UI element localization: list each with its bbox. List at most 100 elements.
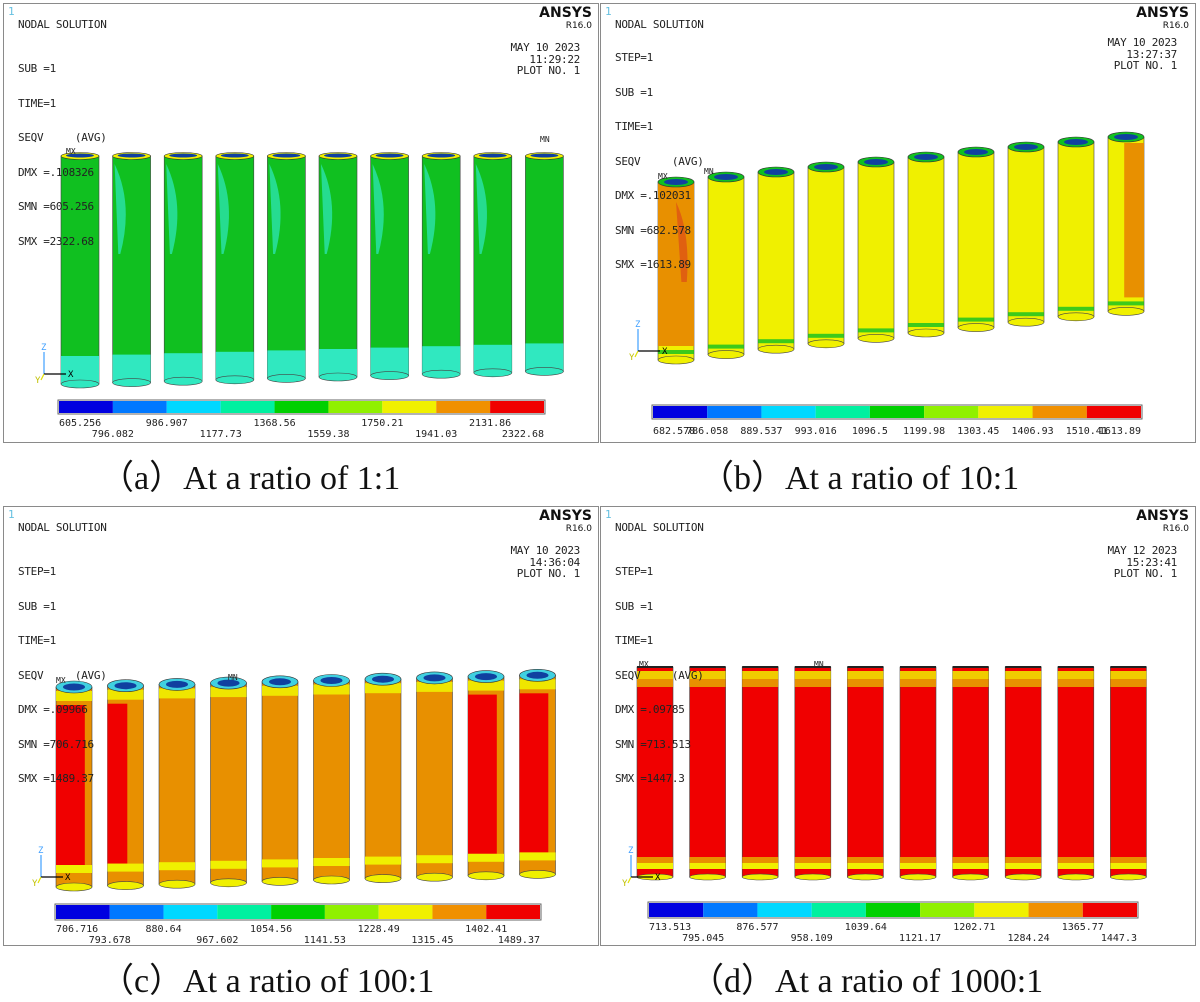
max-marker: MX — [66, 147, 76, 156]
cylinder-body — [741, 666, 779, 878]
info-line: SMN =713.513 — [615, 737, 691, 751]
legend-label: 1368.56 — [253, 418, 295, 429]
low-stress-band — [61, 356, 99, 384]
cylinder-base — [215, 375, 255, 385]
cylinder-bore — [272, 153, 301, 158]
window-number: 1 — [605, 508, 612, 521]
high-stress-zone — [107, 703, 128, 864]
legend-label: 1199.98 — [903, 426, 945, 437]
legend-label: 1315.45 — [411, 935, 453, 946]
cylinder-base — [1110, 873, 1147, 881]
cylinder-8 — [421, 152, 461, 379]
info-line: STEP=1 — [615, 51, 653, 64]
cylinder-base — [158, 879, 196, 889]
legend-swatch — [432, 905, 487, 919]
bottom-stress-band — [900, 857, 936, 863]
info-line: SEQV (AVG) — [615, 154, 704, 168]
legend-label: 1613.89 — [1099, 426, 1141, 437]
cylinder-base — [163, 376, 203, 386]
cylinder-base — [847, 873, 884, 881]
legend-label: 986.907 — [146, 418, 188, 429]
top-stress-band — [313, 684, 350, 695]
top-stress-band — [689, 671, 726, 679]
cylinder-bore — [1114, 134, 1138, 140]
legend-label: 2131.86 — [469, 418, 511, 429]
bottom-stress-band — [952, 857, 989, 863]
top-stress-band — [365, 683, 401, 694]
stress-band — [808, 333, 844, 338]
axis-y-label: Y — [35, 376, 41, 386]
cylinder-bore — [220, 153, 249, 158]
cylinder-9 — [473, 152, 513, 378]
legend-swatch — [815, 406, 870, 418]
cylinder-body — [907, 156, 945, 334]
legend-label: 786.058 — [686, 426, 728, 437]
stress-band — [658, 350, 694, 354]
cylinder-10 — [1110, 666, 1147, 881]
top-stress-band-2 — [952, 679, 989, 687]
legend-label: 1402.41 — [465, 924, 507, 935]
top-stress-band — [416, 681, 453, 692]
brand-version: R16.0 — [1162, 524, 1189, 534]
cylinder-body — [1004, 666, 1042, 878]
panel-d: MX MN Z X Y 713.513 795.045 876.577 958.109 1039.… — [600, 506, 1196, 946]
bottom-stress-band — [56, 865, 92, 873]
legend-swatch — [865, 903, 921, 917]
plot-number: PLOT NO. 1 — [516, 567, 581, 580]
cylinder-body — [261, 681, 299, 882]
top-stress-band — [742, 671, 779, 679]
info-line: DMX =.108326 — [18, 165, 94, 179]
max-marker: MX — [56, 676, 66, 685]
legend-swatch — [378, 905, 433, 919]
cylinder-6 — [907, 151, 945, 338]
legend-frame — [647, 901, 1139, 919]
top-stress-band — [637, 671, 673, 679]
info-line: SMN =605.256 — [18, 200, 94, 213]
bottom-stress-band-2 — [952, 863, 989, 869]
cylinder-base — [519, 870, 556, 879]
cylinder-bore — [217, 679, 240, 687]
low-stress-patch — [166, 164, 178, 254]
legend-label: 1489.37 — [498, 935, 540, 946]
axis-y-label: Y — [629, 353, 635, 363]
legend-label: 1559.38 — [307, 429, 349, 440]
cylinder-base — [467, 871, 505, 881]
bottom-stress-band-2 — [1005, 863, 1042, 869]
legend-label: 1096.5 — [852, 426, 888, 437]
axis-x-label: X — [68, 370, 74, 380]
legend-swatch — [324, 905, 379, 919]
cylinder-4 — [210, 676, 247, 888]
cylinder-base — [1057, 312, 1095, 322]
legend-label: 1406.93 — [1011, 426, 1053, 437]
bottom-stress-band — [689, 857, 726, 863]
info-line: TIME=1 — [18, 96, 56, 110]
cylinder-body — [757, 171, 795, 350]
legend-label: 795.045 — [682, 933, 724, 944]
top-stress-band — [1057, 671, 1094, 679]
cylinder-base — [707, 350, 745, 359]
low-stress-band — [164, 353, 203, 382]
panel-c: MX MN Z X Y 706.716 793.678 880.64 967.602 1054.5… — [3, 506, 599, 946]
legend-label: 1039.64 — [845, 922, 887, 933]
solution-info: SUB =1 TIME=1 SEQV (AVG) DMX =.108326 SM… — [18, 40, 107, 270]
axis-y-line — [40, 373, 45, 381]
legend-label: 1303.45 — [957, 426, 999, 437]
cylinder-bore — [63, 683, 85, 691]
legend-swatch — [382, 401, 437, 413]
low-stress-band — [267, 350, 306, 379]
cylinder-base — [421, 369, 461, 379]
legend-swatch — [649, 903, 704, 917]
plot-title: NODAL SOLUTION — [18, 521, 107, 534]
plot-date: MAY 10 2023 — [510, 544, 580, 557]
cylinder-base — [112, 378, 151, 387]
cylinder-1 — [657, 176, 695, 365]
legend-label: 1284.24 — [1007, 933, 1049, 944]
solution-info: STEP=1 SUB =1 TIME=1 SEQV (AVG) DMX =.09… — [615, 543, 704, 808]
bottom-stress-band — [159, 862, 195, 871]
legend-swatch — [920, 903, 975, 917]
legend-label: 793.678 — [89, 935, 131, 946]
bottom-stress-band-2 — [1110, 863, 1147, 869]
ansys-logo: ANSYS R16.0 — [1136, 6, 1189, 32]
legend-swatch — [1032, 406, 1087, 418]
